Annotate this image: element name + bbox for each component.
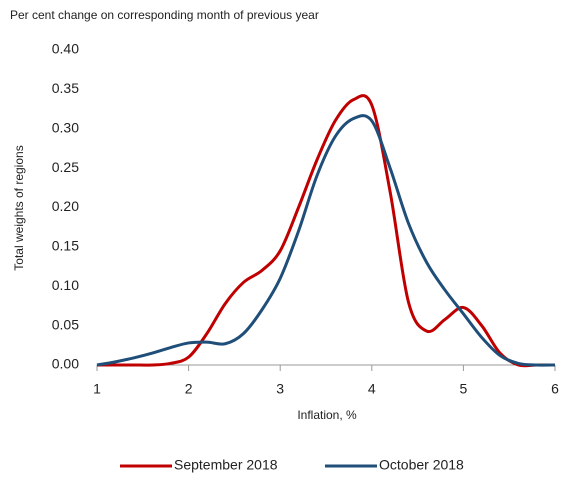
series-line — [96, 114, 556, 367]
x-tick-label: 6 — [551, 381, 559, 397]
legend-label: October 2018 — [379, 457, 464, 473]
x-tick-label: 1 — [93, 381, 101, 397]
series-line — [97, 94, 555, 368]
legend-label: September 2018 — [174, 457, 278, 473]
y-tick-label: 0.25 — [52, 159, 79, 175]
y-tick-label: 0.30 — [52, 119, 79, 135]
x-tick-label: 4 — [368, 381, 376, 397]
y-tick-label: 0.00 — [52, 356, 79, 372]
x-tick-label: 3 — [276, 381, 284, 397]
y-tick-label: 0.05 — [52, 316, 79, 332]
y-tick-label: 0.10 — [52, 277, 79, 293]
x-axis-label: Inflation, % — [297, 408, 357, 422]
y-tick-label: 0.15 — [52, 238, 79, 254]
y-tick-label: 0.35 — [52, 80, 79, 96]
y-tick-label: 0.20 — [52, 198, 79, 214]
chart-subtitle: Per cent change on corresponding month o… — [10, 8, 319, 22]
x-tick-label: 5 — [460, 381, 468, 397]
y-axis-label: Total weights of regions — [12, 145, 26, 270]
x-tick-label: 2 — [185, 381, 193, 397]
y-tick-label: 0.40 — [52, 41, 79, 57]
